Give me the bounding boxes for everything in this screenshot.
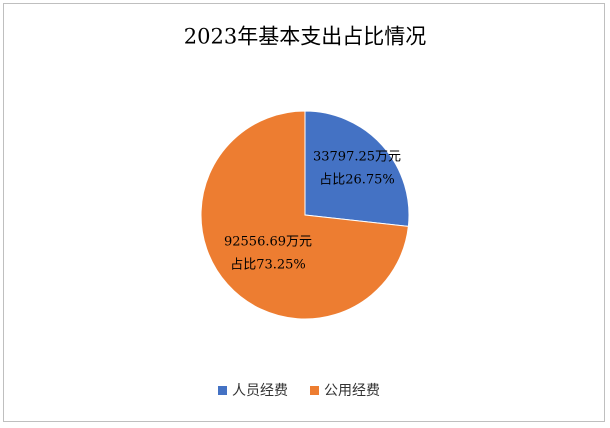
percent-label: 占比26.75% [319,173,395,188]
pie-slice [200,110,409,320]
legend-label: 公用经费 [324,383,380,399]
data-label: 92556.69万元 [224,235,312,250]
pie-slice [304,110,410,227]
legend-label: 人员经费 [232,383,288,399]
data-label: 33797.25万元 [313,150,401,165]
percent-label: 占比73.25% [230,258,306,273]
legend-swatch [310,386,319,395]
chart-title: 2023年基本支出占比情况 [184,25,426,49]
legend-swatch [218,386,227,395]
